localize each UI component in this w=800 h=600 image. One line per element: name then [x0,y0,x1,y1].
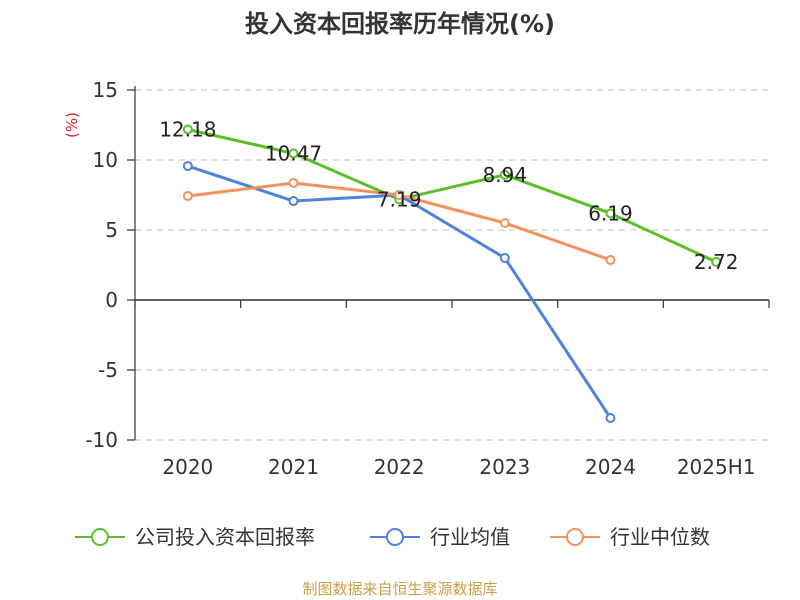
data-label: 7.19 [377,187,422,211]
source-note: 制图数据来自恒生聚源数据库 [302,580,497,598]
data-point [182,161,193,172]
data-point [711,256,722,267]
y-tick-label: 15 [93,78,118,102]
data-point [182,190,193,201]
data-point [182,124,193,135]
y-tick-label: -5 [98,358,118,382]
data-label: 6.19 [588,201,633,225]
data-labels: 12.18 10.47 7.19 8.94 6.19 2.72 [159,117,738,273]
data-point [394,190,405,200]
x-tick-label: 2024 [585,455,636,479]
y-tick-label: -10 [85,428,118,452]
x-tick-label: 2021 [268,455,319,479]
data-point [605,208,616,219]
legend-label: 行业中位数 [610,525,710,549]
data-point [605,413,616,424]
y-tick-label: 0 [105,288,118,312]
series-2 [182,177,616,265]
data-label: 2.72 [694,250,739,274]
series-line [187,128,717,264]
data-point [499,253,510,263]
chart-title: 投入资本回报率历年情况(%) [245,10,555,38]
x-tick-label: 2020 [162,455,213,479]
x-tick-label: 2022 [374,455,425,479]
x-tick-label: 2023 [479,455,530,479]
y-axis-title: (%) [63,112,81,138]
data-point [499,218,510,228]
grid-lines [135,89,769,441]
series-group [182,124,722,424]
data-label: 10.47 [265,141,322,165]
data-point [499,169,510,180]
legend-label: 公司投入资本回报率 [135,525,315,549]
legend-label: 行业均值 [430,525,510,549]
y-tick-label: 10 [93,148,118,172]
y-tick-label: 5 [105,218,118,242]
data-point [605,254,616,265]
legend-marker [91,528,109,546]
data-label: 8.94 [483,163,528,187]
legend-marker [386,528,404,546]
data-point [288,177,299,188]
legend-item-0[interactable]: 公司投入资本回报率 [75,525,315,549]
legend-item-1[interactable]: 行业均值 [370,525,510,549]
legend-item-2[interactable]: 行业中位数 [550,525,710,549]
y-axis: 15 10 5 0 -5 -10 [85,78,136,452]
data-point [288,196,299,207]
legend: 公司投入资本回报率 行业均值 行业中位数 [75,525,710,549]
x-tick-label: 2025H1 [677,455,756,479]
x-axis: 2020 2021 2022 2023 2024 2025H1 [134,299,770,479]
legend-marker [566,528,584,546]
data-label: 12.18 [159,117,216,141]
data-point [288,148,299,159]
